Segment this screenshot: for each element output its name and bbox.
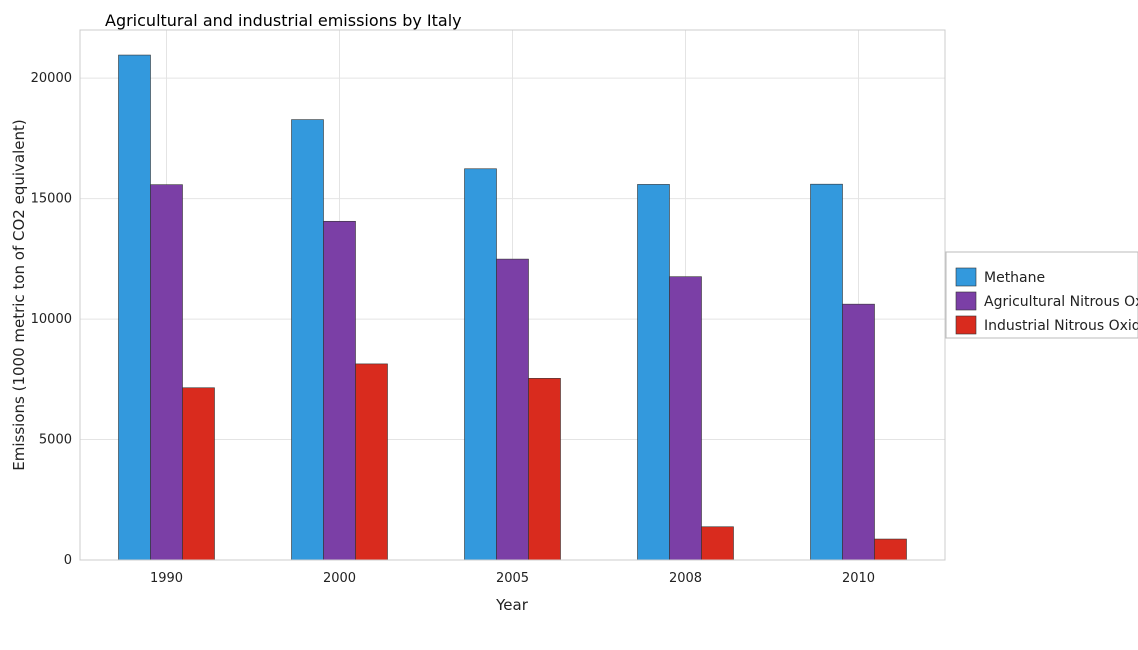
legend-label: Methane <box>984 270 1045 286</box>
bar-industrial-nitrous-oxide-2010 <box>874 538 907 561</box>
y-tick-label: 5000 <box>39 433 72 448</box>
bar-methane-2008 <box>637 184 670 561</box>
bar-industrial-nitrous-oxide-2000 <box>355 363 388 561</box>
x-axis-ticks: 1990 2000 2005 2008 2010 <box>150 571 875 586</box>
x-tick-label: 2008 <box>669 571 702 586</box>
legend: Methane Agricultural Nitrous Oxide Industr… <box>945 251 1138 339</box>
legend-swatch <box>955 315 977 335</box>
legend-box <box>945 251 1138 339</box>
bar-methane-1990 <box>118 54 151 561</box>
bar-agricultural-nitrous-oxide-1990 <box>150 184 183 561</box>
legend-label: Agricultural Nitrous Oxide <box>984 294 1138 310</box>
x-tick-label: 1990 <box>150 571 183 586</box>
x-tick-label: 2010 <box>842 571 875 586</box>
legend-swatch <box>955 267 977 287</box>
bar-industrial-nitrous-oxide-1990 <box>182 387 215 561</box>
bar-methane-2000 <box>291 119 324 561</box>
bar-methane-2005 <box>464 168 497 561</box>
bar-agricultural-nitrous-oxide-2008 <box>669 276 702 561</box>
y-tick-label: 20000 <box>31 71 72 86</box>
y-axis-title: Emissions (1000 metric ton of CO2 equiva… <box>10 119 28 470</box>
bar-agricultural-nitrous-oxide-2005 <box>496 258 529 561</box>
bar-methane-2010 <box>810 183 843 561</box>
x-tick-label: 2000 <box>323 571 356 586</box>
bar-industrial-nitrous-oxide-2008 <box>701 526 734 561</box>
chart-title: Agricultural and industrial emissions by… <box>105 11 462 30</box>
x-axis-title: Year <box>495 596 529 614</box>
bar-agricultural-nitrous-oxide-2010 <box>842 303 875 561</box>
plot-frame <box>79 29 946 561</box>
legend-swatch <box>955 291 977 311</box>
bar-industrial-nitrous-oxide-2005 <box>528 378 561 561</box>
y-axis-ticks: 0 5000 10000 15000 20000 <box>31 71 72 568</box>
x-tick-label: 2005 <box>496 571 529 586</box>
y-tick-label: 0 <box>64 553 72 568</box>
y-tick-label: 10000 <box>31 312 72 327</box>
y-tick-label: 15000 <box>31 192 72 207</box>
bar-agricultural-nitrous-oxide-2000 <box>323 220 356 561</box>
legend-label: Industrial Nitrous Oxide <box>984 318 1138 334</box>
